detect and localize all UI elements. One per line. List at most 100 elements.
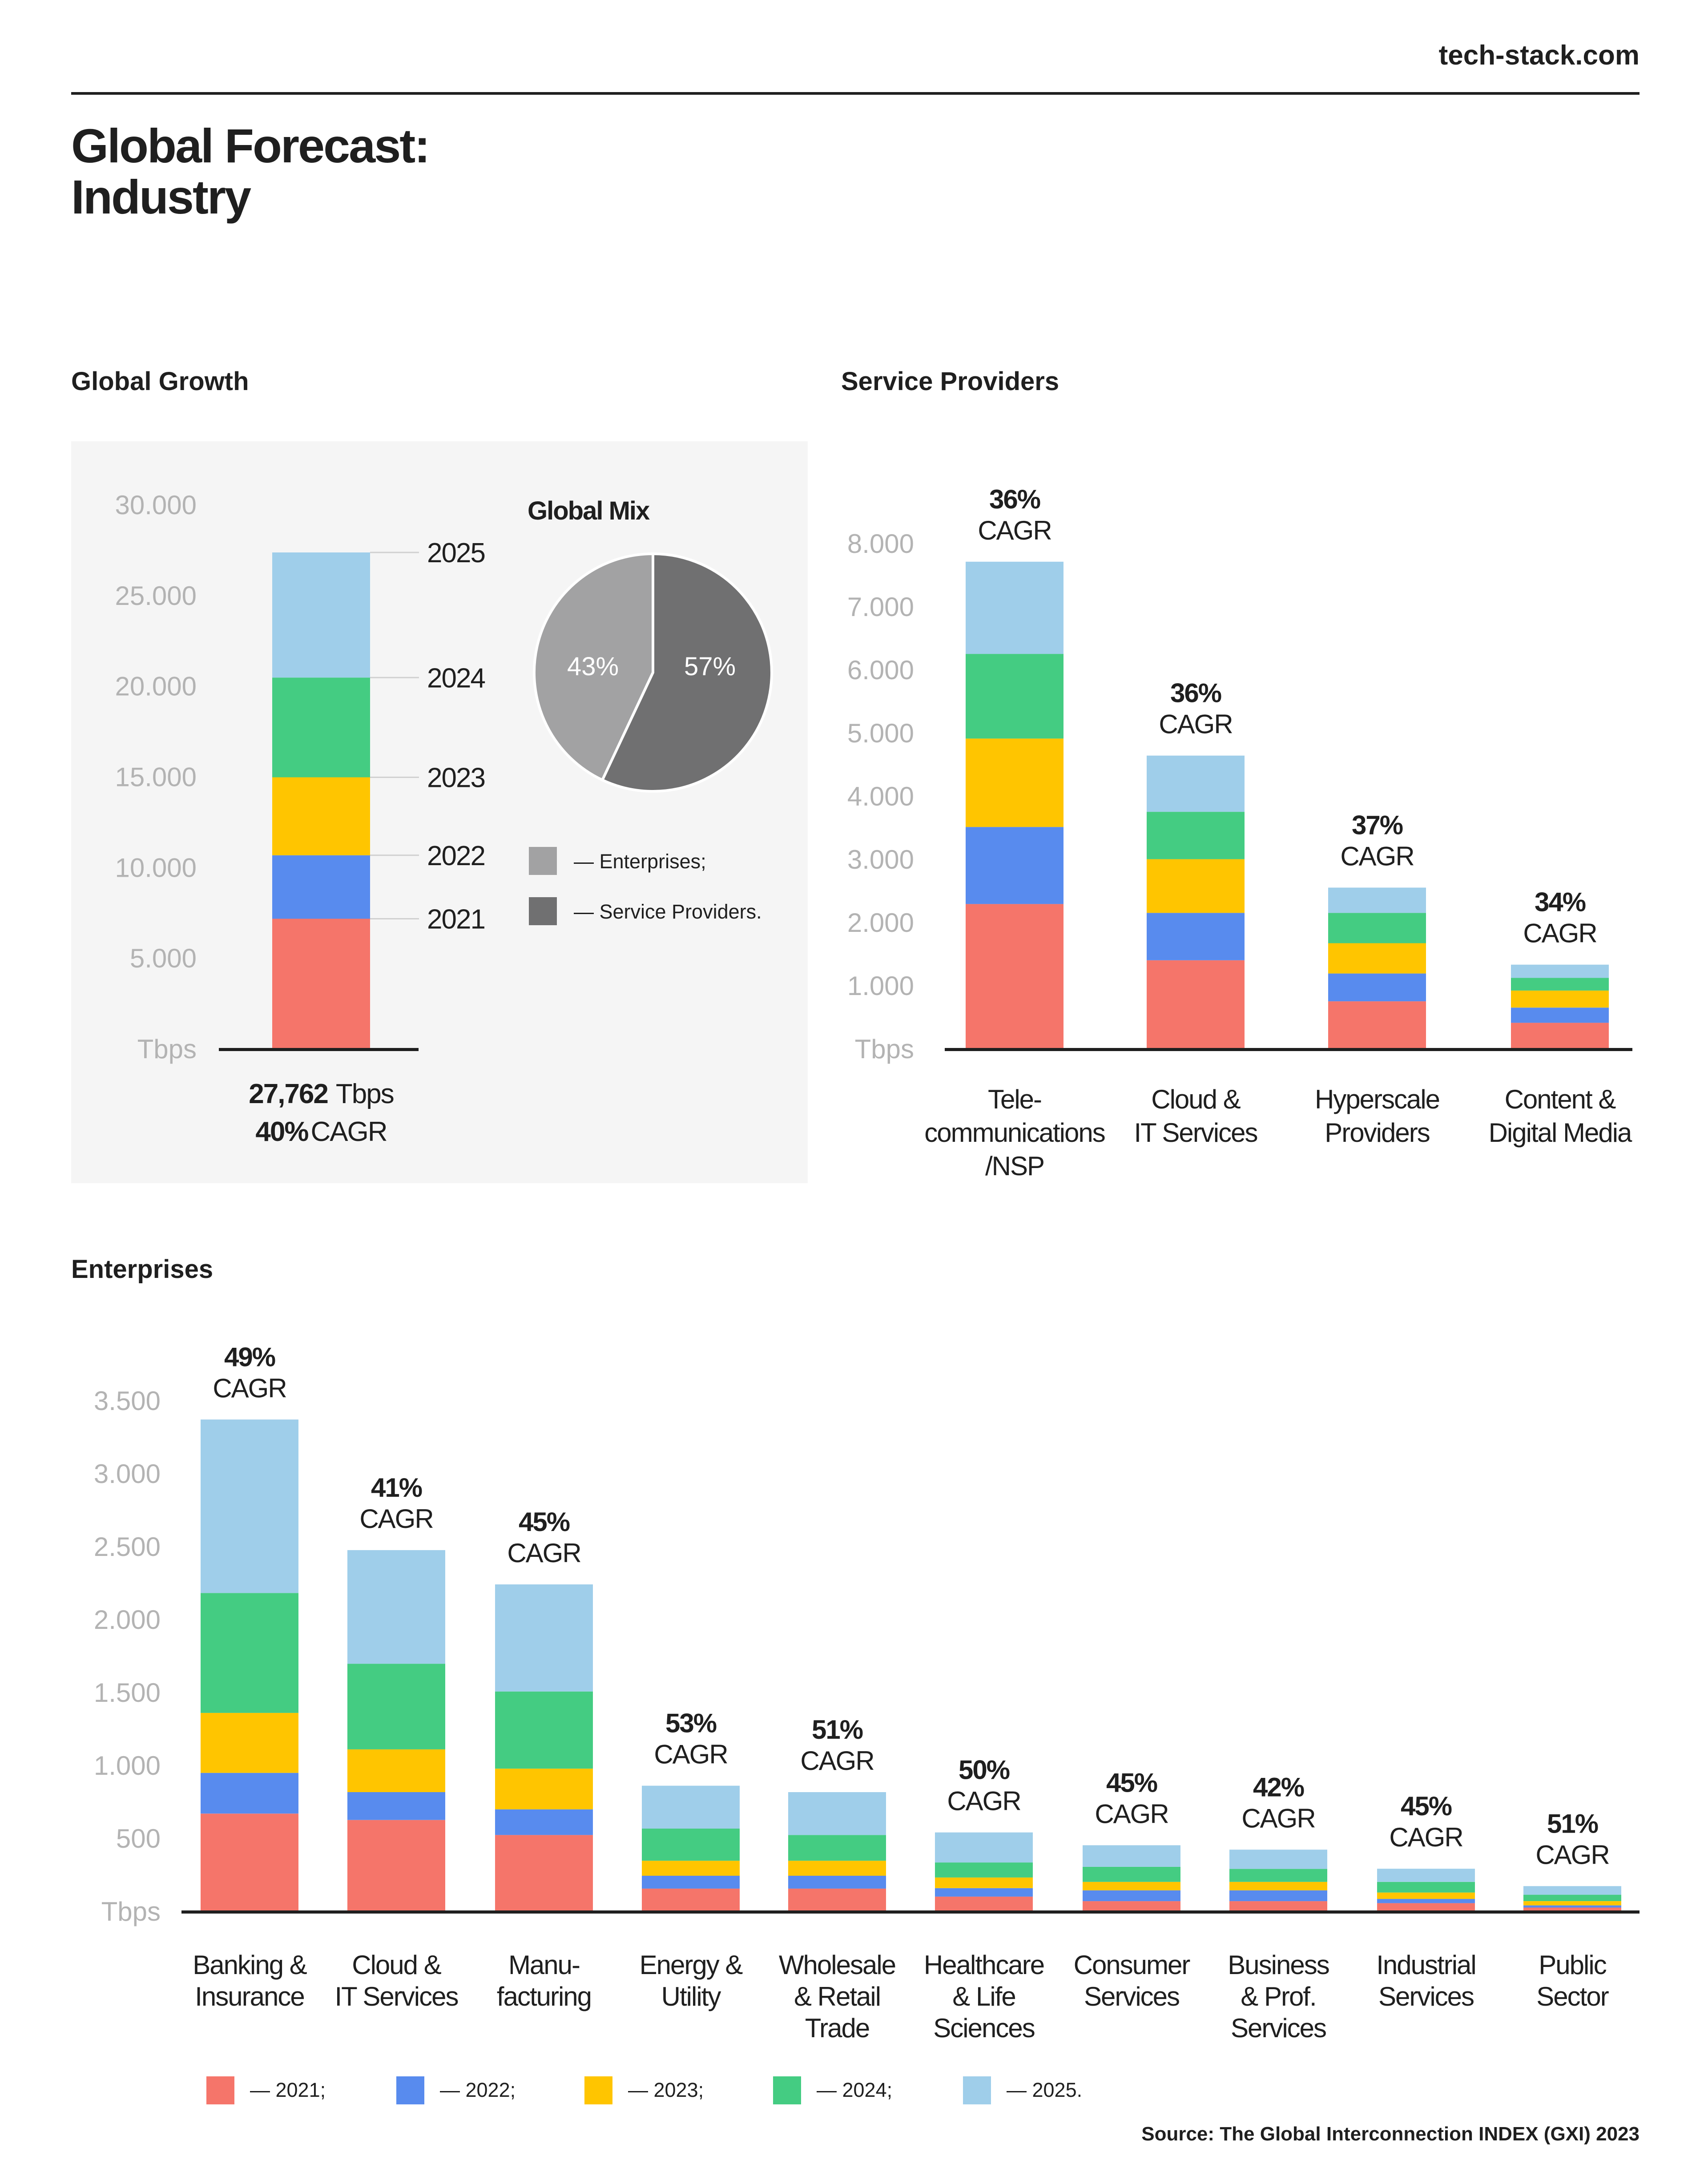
y-tick-label: 4.000 [847,782,914,811]
bar-segment-2022 [495,1809,593,1835]
legend-label: — 2025. [1007,2079,1082,2101]
legend-swatch-2025 [963,2076,991,2104]
bar-segment-2024 [788,1835,886,1861]
category-label: Insurance [195,1982,304,2011]
bar-segment-2023 [347,1749,445,1792]
category-label: Services [1231,2013,1326,2043]
bar-segment-2024 [966,654,1063,739]
total-traffic-value: 27,762 [249,1079,328,1109]
bar-segment-2021 [272,919,370,1049]
cagr-label: CAGR [213,1373,286,1403]
category-label: Healthcare [924,1950,1044,1980]
bar-segment-2024 [347,1664,445,1749]
bar-segment-2021 [935,1896,1033,1912]
y-tick-label: 30.000 [115,490,197,520]
x-axis-line [945,1048,1632,1051]
category-label: Business [1228,1950,1329,1980]
y-tick-label: Tbps [101,1897,161,1926]
cagr-label: CAGR [1389,1822,1462,1852]
y-tick-label: 6.000 [847,655,914,685]
category-label: Providers [1325,1118,1429,1148]
cagr-value: 45% [519,1507,570,1537]
y-tick-label: 1.000 [94,1751,161,1781]
category-label: Services [1084,1982,1179,2011]
bar-segment-2023 [495,1769,593,1809]
category-label: communications [924,1118,1105,1148]
y-tick-label: 1.500 [94,1678,161,1708]
bar-segment-2025 [935,1832,1033,1863]
bar-segment-2023 [1523,1901,1621,1906]
bar-segment-2021 [966,904,1063,1049]
bar-segment-2021 [1083,1901,1180,1912]
category-label: Trade [805,2013,870,2043]
cagr-label: CAGR [359,1504,433,1534]
cagr-value: 45% [1401,1791,1452,1821]
bar-segment-2025 [272,552,370,678]
category-label: Utility [661,1982,721,2011]
category-label: Public [1539,1950,1606,1980]
bar-segment-2023 [201,1713,298,1773]
bar-segment-2023 [272,777,370,855]
category-label: Industrial [1376,1950,1475,1980]
cagr-value: 37% [1352,810,1403,840]
bar-segment-2024 [642,1829,740,1861]
total-traffic: 27,762 Tbps [249,1079,393,1109]
cagr-value: 51% [812,1715,863,1745]
bar-segment-2023 [1511,990,1609,1008]
category-label: Digital Media [1489,1118,1632,1148]
section-title-enterprises: Enterprises [71,1255,213,1284]
bar-segment-2025 [201,1419,298,1593]
bar-segment-2025 [1377,1869,1475,1882]
cagr-value: 41% [371,1473,422,1503]
bar-segment-2024 [1083,1867,1180,1882]
y-tick-label: 2.500 [94,1532,161,1562]
bar-segment-2024 [1147,812,1245,859]
bar-segment-2022 [1511,1007,1609,1023]
cagr-label: CAGR [654,1740,727,1769]
bar-segment-2023 [1377,1892,1475,1899]
bar-segment-2025 [788,1792,886,1835]
cagr-label: CAGR [800,1746,874,1776]
y-tick-label: 3.500 [94,1386,161,1416]
bar-segment-2025 [1328,887,1426,913]
category-label: & Prof. [1241,1982,1316,2011]
cagr-value: 45% [1106,1768,1157,1797]
bar-segment-2023 [1229,1882,1327,1890]
legend-label: — Service Providers. [574,900,762,923]
bar-segment-2025 [495,1584,593,1692]
page-title-line2: Industry [71,170,251,224]
bar-segment-2024 [1229,1869,1327,1882]
x-axis-line [219,1048,419,1051]
bar-segment-2022 [1229,1890,1327,1902]
y-tick-label: 15.000 [115,762,197,792]
bar-segment-2021 [788,1888,886,1912]
pie-label-service-providers: 57% [684,652,736,681]
total-cagr-value: 40% [255,1116,308,1147]
y-tick-label: 10.000 [115,853,197,882]
cagr-value: 51% [1547,1809,1598,1838]
cagr-value: 36% [989,484,1040,514]
cagr-label: CAGR [1340,842,1414,871]
bar-segment-2025 [347,1550,445,1664]
legend-label: — Enterprises; [574,850,706,873]
cagr-label: CAGR [947,1786,1020,1816]
legend-label: — 2021; [250,2079,326,2101]
cagr-value: 36% [1170,678,1221,708]
cagr-value: 34% [1535,887,1586,917]
cagr-label: CAGR [1095,1799,1168,1829]
bar-segment-2022 [966,827,1063,904]
cagr-value: 49% [224,1342,275,1372]
total-cagr-label: CAGR [310,1116,387,1147]
category-label: & Retail [794,1982,880,2011]
y-tick-label: 3.000 [847,845,914,874]
category-label: Wholesale [779,1950,895,1980]
category-label: /NSP [985,1151,1044,1181]
y-tick-label: 8.000 [847,529,914,559]
bar-segment-2022 [1377,1899,1475,1903]
enterprises-chart: 3.500 3.000 2.500 2.000 1.500 1.000 500 Tbps 49%… [94,1342,1640,2043]
y-tick-label: 5.000 [130,943,197,973]
bar-segment-2022 [1147,913,1245,960]
category-label: Cloud & [1151,1084,1241,1114]
bar-segment-2022 [347,1792,445,1820]
bar-segment-2023 [1147,859,1245,913]
